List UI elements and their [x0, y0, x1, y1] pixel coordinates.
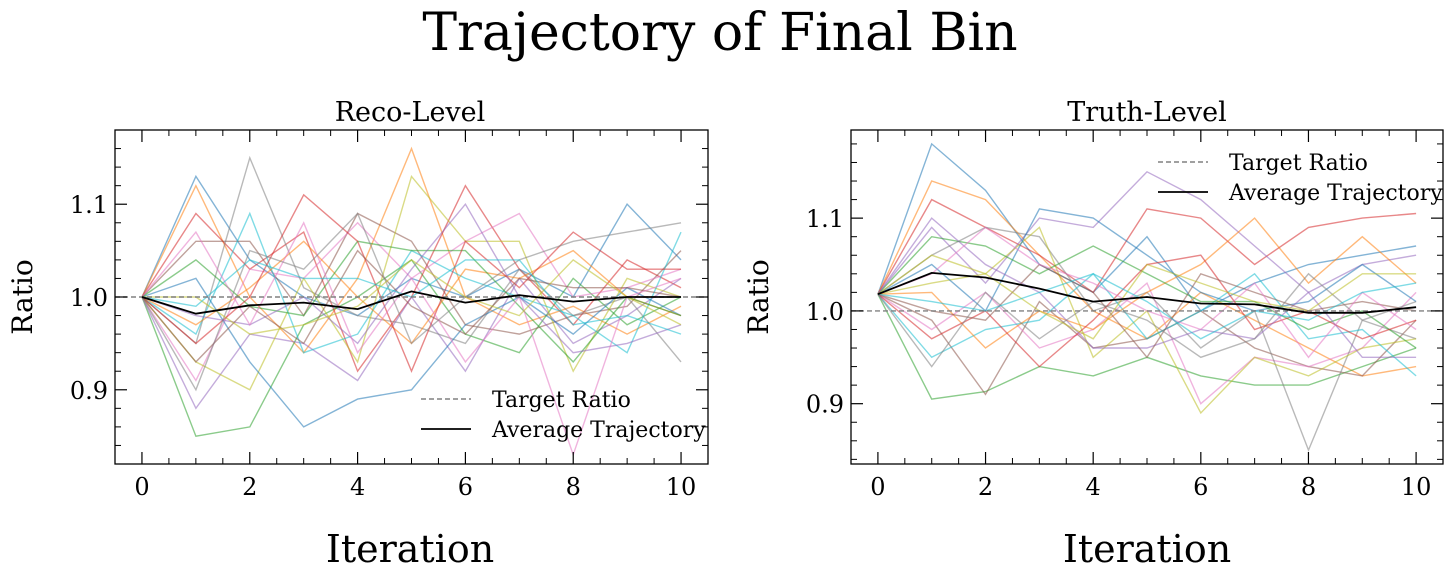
legend-label: Target Ratio — [492, 388, 631, 413]
x-tick-label: 2 — [978, 473, 993, 501]
x-tick-label: 6 — [458, 473, 473, 501]
legend: Target Ratio Average Trajectory — [1158, 151, 1443, 206]
x-tick-label: 10 — [1401, 473, 1432, 501]
average-trajectory-line — [141, 290, 681, 315]
plot-area: 0 2 4 6 8 10 0.9 1.0 1.1 Target Ratio Average Traj… — [70, 129, 709, 501]
legend-label: Target Ratio — [1229, 151, 1368, 176]
trajectory-line — [877, 170, 1417, 295]
trajectory-line — [141, 174, 682, 317]
y-tick-label: 1.1 — [70, 191, 108, 219]
trajectory-line — [877, 217, 1417, 358]
y-tick-label: 1.0 — [806, 298, 844, 326]
y-tick-label: 1.0 — [70, 284, 108, 312]
x-tick-label: 0 — [870, 473, 885, 501]
trajectory-line — [141, 146, 682, 354]
trajectory-line — [141, 155, 682, 363]
x-tick-label: 10 — [666, 473, 697, 501]
y-tick-label: 1.1 — [806, 205, 844, 233]
trajectory-line — [142, 258, 682, 335]
x-tick-label: 4 — [350, 473, 365, 501]
trajectory-line — [877, 293, 1417, 400]
chart-truth-level: Truth-Level Ratio Iteration 0 2 4 6 8 10 0.9 1.… — [742, 97, 1444, 571]
x-tick-label: 4 — [1086, 473, 1101, 501]
y-axis-label: Ratio — [742, 259, 775, 334]
trajectory-line — [141, 249, 682, 363]
x-axis-label: Iteration — [1063, 527, 1231, 571]
trajectory-line — [877, 198, 1417, 295]
x-tick-label: 8 — [1301, 473, 1316, 501]
x-tick-label: 0 — [134, 473, 149, 501]
trajectory-line — [877, 142, 1417, 312]
chart-title: Truth-Level — [1067, 97, 1226, 128]
trajectory-line — [141, 212, 682, 335]
y-axis-label: Ratio — [6, 259, 39, 334]
trajectory-line — [141, 277, 682, 428]
trajectory-line — [877, 293, 1417, 396]
trajectory-line — [877, 217, 1417, 349]
trajectory-line — [877, 281, 1417, 405]
y-tick-label: 0.9 — [806, 391, 844, 419]
x-tick-label: 8 — [566, 473, 581, 501]
chart-reco-level: Reco-Level Ratio Iteration 0 2 4 6 8 10 0.9 1.0… — [6, 97, 709, 571]
trajectory-line — [141, 221, 682, 457]
trajectory-line — [141, 193, 681, 374]
x-tick-label: 6 — [1193, 473, 1208, 501]
trajectory-line — [141, 240, 682, 363]
x-axis-label: Iteration — [326, 527, 494, 571]
figure-title: Trajectory of Final Bin — [422, 3, 1017, 63]
series-group — [851, 142, 1443, 452]
trajectory-line — [877, 272, 1417, 368]
y-tick-label: 0.9 — [70, 377, 108, 405]
plot-area: 0 2 4 6 8 10 0.9 1.0 1.1 Target Ratio Average Traj… — [806, 129, 1444, 501]
x-tick-label: 2 — [242, 473, 257, 501]
trajectory-line — [877, 254, 1417, 340]
chart-title: Reco-Level — [335, 97, 486, 128]
legend-label: Average Trajectory — [491, 418, 706, 443]
average-trajectory-line — [877, 271, 1417, 314]
legend-label: Average Trajectory — [1228, 181, 1443, 206]
legend: Target Ratio Average Trajectory — [421, 388, 706, 443]
series-group — [115, 146, 708, 457]
